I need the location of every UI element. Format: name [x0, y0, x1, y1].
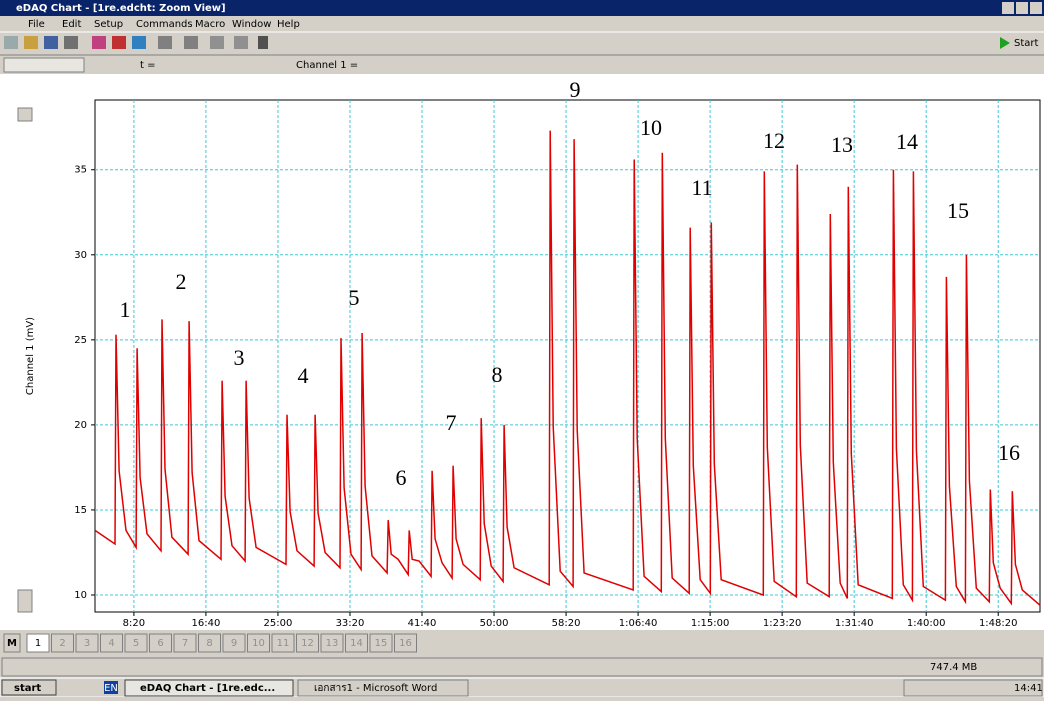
x-tick-label: 25:00 — [264, 618, 293, 629]
page-tab-label[interactable]: 12 — [301, 638, 314, 649]
y-tick-label: 35 — [74, 165, 87, 176]
menu-item[interactable]: File — [28, 19, 45, 30]
page-tab-label[interactable]: 4 — [108, 638, 114, 649]
tool-icon[interactable] — [184, 36, 198, 49]
y-tick-label: 20 — [74, 420, 87, 431]
peak-annotation: 4 — [298, 363, 309, 388]
tool-icon[interactable] — [258, 36, 268, 49]
tool-icon[interactable] — [92, 36, 106, 49]
view-buttons[interactable] — [4, 58, 84, 72]
time-readout: t = — [140, 60, 155, 71]
peak-annotation: 16 — [998, 440, 1020, 465]
minimize-button[interactable] — [1002, 2, 1014, 14]
tab-marker-label[interactable]: M — [7, 638, 17, 649]
x-tick-label: 1:15:00 — [691, 618, 730, 629]
peak-annotation: 6 — [396, 465, 407, 490]
x-tick-label: 41:40 — [408, 618, 437, 629]
page-tab-label[interactable]: 10 — [252, 638, 265, 649]
menu-item[interactable]: Edit — [62, 19, 81, 30]
page-tab-label[interactable]: 14 — [350, 638, 363, 649]
y-tick-label: 30 — [74, 250, 87, 261]
x-tick-label: 1:23:20 — [763, 618, 802, 629]
y-tick-label: 25 — [74, 335, 87, 346]
page-tab-label[interactable]: 9 — [231, 638, 237, 649]
peak-annotation: 14 — [896, 129, 918, 154]
peak-annotation: 1 — [120, 297, 131, 322]
maximize-button[interactable] — [1016, 2, 1028, 14]
channel-menu-button[interactable] — [18, 108, 32, 121]
peak-annotation: 9 — [570, 77, 581, 102]
page-tab-label[interactable]: 3 — [84, 638, 90, 649]
x-tick-label: 1:31:40 — [835, 618, 874, 629]
tool-icon[interactable] — [24, 36, 38, 49]
start-menu-label[interactable]: start — [14, 683, 41, 694]
peak-annotation: 5 — [349, 285, 360, 310]
page-tab-label[interactable]: 5 — [133, 638, 139, 649]
tool-icon[interactable] — [234, 36, 248, 49]
task-label[interactable]: เอกสาร1 - Microsoft Word — [314, 683, 437, 694]
page-tab-label[interactable]: 2 — [59, 638, 65, 649]
x-tick-label: 16:40 — [192, 618, 221, 629]
x-tick-label: 1:06:40 — [619, 618, 658, 629]
page-tab-label[interactable]: 6 — [157, 638, 163, 649]
tool-icon[interactable] — [4, 36, 18, 49]
y-tick-label: 10 — [74, 590, 87, 601]
toolbar-icons — [4, 36, 268, 49]
peak-annotation: 8 — [492, 362, 503, 387]
x-tick-label: 1:48:20 — [979, 618, 1018, 629]
menu-item[interactable]: Macro — [195, 19, 225, 30]
y-tick-label: 15 — [74, 505, 87, 516]
peak-annotation: 15 — [947, 198, 969, 223]
menu-item[interactable]: Window — [232, 19, 271, 30]
status-bar — [2, 658, 1042, 676]
menu-item[interactable]: Commands — [136, 19, 193, 30]
peak-annotation: 13 — [831, 132, 853, 157]
x-tick-label: 33:20 — [336, 618, 365, 629]
page-tab-label[interactable]: 16 — [399, 638, 412, 649]
y-axis-label: Channel 1 (mV) — [25, 317, 36, 395]
x-tick-label: 50:00 — [480, 618, 509, 629]
peak-annotation: 7 — [446, 410, 457, 435]
screen: eDAQ Chart - [1re.edcht: Zoom View] Star… — [0, 0, 1044, 697]
page-tab-label[interactable]: 8 — [206, 638, 212, 649]
tool-icon[interactable] — [158, 36, 172, 49]
page-tab-label[interactable]: 15 — [375, 638, 388, 649]
tool-icon[interactable] — [64, 36, 78, 49]
menu-item[interactable]: Setup — [94, 19, 123, 30]
peak-annotation: 3 — [234, 345, 245, 370]
window-title: eDAQ Chart - [1re.edcht: Zoom View] — [16, 3, 226, 14]
tool-icon[interactable] — [132, 36, 146, 49]
memory-status: 747.4 MB — [930, 662, 977, 673]
x-tick-label: 8:20 — [123, 618, 145, 629]
page-tab-label[interactable]: 13 — [326, 638, 339, 649]
language-indicator[interactable]: EN — [104, 683, 118, 694]
peak-annotation: 10 — [640, 115, 662, 140]
channel-readout: Channel 1 = — [296, 60, 358, 71]
page-tab-label[interactable]: 11 — [277, 638, 290, 649]
tool-icon[interactable] — [112, 36, 126, 49]
peak-annotation: 12 — [763, 128, 785, 153]
x-tick-label: 58:20 — [552, 618, 581, 629]
start-icon[interactable] — [1000, 37, 1010, 49]
task-label[interactable]: eDAQ Chart - [1re.edc... — [140, 683, 275, 694]
tool-icon[interactable] — [44, 36, 58, 49]
page-tab-label[interactable]: 1 — [35, 638, 41, 649]
peak-annotation: 2 — [176, 269, 187, 294]
page-tab-label[interactable]: 7 — [182, 638, 188, 649]
tool-icon[interactable] — [210, 36, 224, 49]
x-tick-label: 1:40:00 — [907, 618, 946, 629]
clock: 14:41 — [1014, 683, 1043, 694]
peak-annotation: 11 — [691, 175, 712, 200]
menu-item[interactable]: Help — [277, 19, 300, 30]
zoom-buttons[interactable] — [18, 590, 32, 612]
start-button[interactable]: Start — [1014, 38, 1039, 49]
close-button[interactable] — [1030, 2, 1042, 14]
